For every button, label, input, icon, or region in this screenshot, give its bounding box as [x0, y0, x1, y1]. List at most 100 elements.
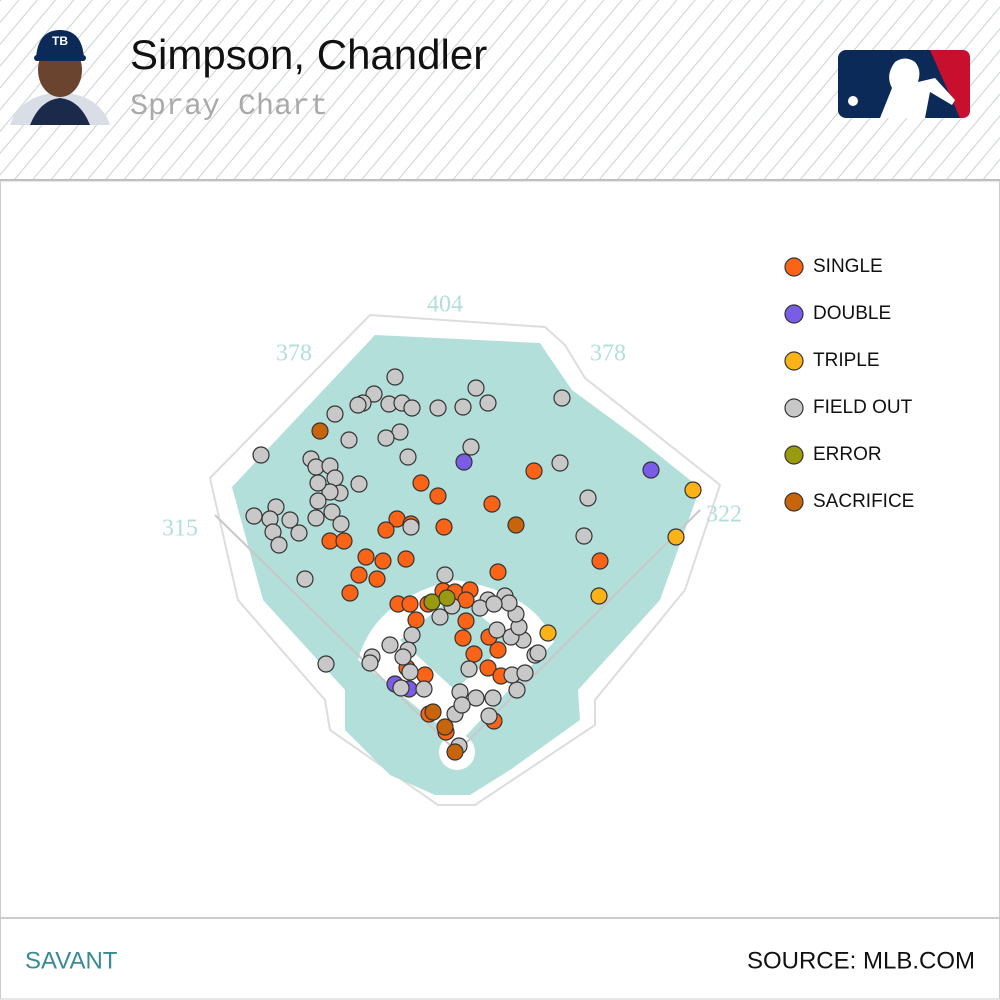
hit-point [484, 689, 502, 707]
wall-distance: 378 [276, 341, 312, 367]
field [208, 313, 722, 806]
hit-point [480, 707, 498, 725]
hit-point [332, 515, 350, 533]
hit-point [467, 379, 485, 397]
hit-point [252, 446, 270, 464]
hit-point [429, 399, 447, 417]
hit-point [317, 655, 335, 673]
hit-point [386, 368, 404, 386]
hit-point [446, 743, 464, 761]
hit-point [460, 660, 478, 678]
hit-point [397, 550, 415, 568]
hit-point [508, 681, 526, 699]
hit-point [399, 448, 417, 466]
hit-point [407, 611, 425, 629]
hit-point [423, 593, 441, 611]
hit-point [245, 507, 263, 525]
legend-marker [784, 398, 804, 418]
hit-point [489, 641, 507, 659]
hit-point [350, 566, 368, 584]
svg-text:TB: TB [52, 34, 68, 48]
legend-label: SACRIFICE [813, 491, 914, 512]
hit-point [579, 489, 597, 507]
hit-point [341, 584, 359, 602]
legend-marker [784, 351, 804, 371]
hit-point [309, 492, 327, 510]
hit-point [309, 474, 327, 492]
hit-point [394, 648, 412, 666]
hit-point [667, 528, 685, 546]
hit-point [575, 527, 593, 545]
hit-point [529, 644, 547, 662]
legend-label: DOUBLE [813, 303, 891, 324]
hit-point [361, 654, 379, 672]
hit-point [429, 487, 447, 505]
hit-point [642, 461, 660, 479]
hit-point [402, 518, 420, 536]
hit-point [374, 552, 392, 570]
hit-point [553, 389, 571, 407]
hit-point [340, 431, 358, 449]
hit-point [454, 629, 472, 647]
hit-point [516, 664, 534, 682]
hit-point [392, 679, 410, 697]
hit-point [365, 385, 383, 403]
player-photo: TB [10, 30, 110, 125]
wall-distance: 315 [162, 516, 198, 542]
hit-point [500, 594, 518, 612]
hit-point [684, 481, 702, 499]
hit-point [307, 509, 325, 527]
hit-point [455, 453, 473, 471]
hit-point [401, 663, 419, 681]
legend-marker [784, 257, 804, 277]
hit-point [453, 696, 471, 714]
hit-point [270, 536, 288, 554]
hit-point [377, 429, 395, 447]
hit-point [457, 612, 475, 630]
legend-label: FIELD OUT [813, 397, 913, 418]
header-bg [0, 0, 1000, 180]
legend-marker [784, 304, 804, 324]
hit-point [489, 563, 507, 581]
hit-point [350, 475, 368, 493]
hit-point [326, 405, 344, 423]
hit-point [479, 659, 497, 677]
hit-point [323, 503, 341, 521]
hit-point [401, 595, 419, 613]
hit-point [290, 524, 308, 542]
hit-point [415, 680, 433, 698]
hit-point [436, 566, 454, 584]
hit-point [357, 548, 375, 566]
hit-point [591, 552, 609, 570]
hit-point [525, 462, 543, 480]
wall-distance: 322 [706, 502, 742, 528]
hit-point [296, 570, 314, 588]
hit-point [488, 621, 506, 639]
title: Simpson, Chandler [130, 31, 487, 78]
hit-point [435, 518, 453, 536]
wall-distance: 404 [427, 292, 463, 318]
hit-point [467, 689, 485, 707]
hit-point [483, 495, 501, 513]
hit-point [403, 626, 421, 644]
hit-point [349, 396, 367, 414]
hit-point [311, 422, 329, 440]
legend-label: ERROR [813, 444, 882, 465]
hit-point [431, 608, 449, 626]
hit-point [281, 511, 299, 529]
hit-point [436, 718, 454, 736]
hit-point [424, 703, 442, 721]
legend-marker [784, 445, 804, 465]
hit-point [321, 483, 339, 501]
hit-point [465, 645, 483, 663]
mlb-logo [838, 50, 970, 118]
hit-point [368, 570, 386, 588]
hit-point [590, 587, 608, 605]
hit-point [335, 532, 353, 550]
hit-point [381, 636, 399, 654]
footer-left: SAVANT [25, 947, 118, 974]
footer-right: SOURCE: MLB.COM [747, 947, 975, 974]
subtitle: Spray Chart [130, 90, 328, 124]
legend-label: TRIPLE [813, 350, 880, 371]
